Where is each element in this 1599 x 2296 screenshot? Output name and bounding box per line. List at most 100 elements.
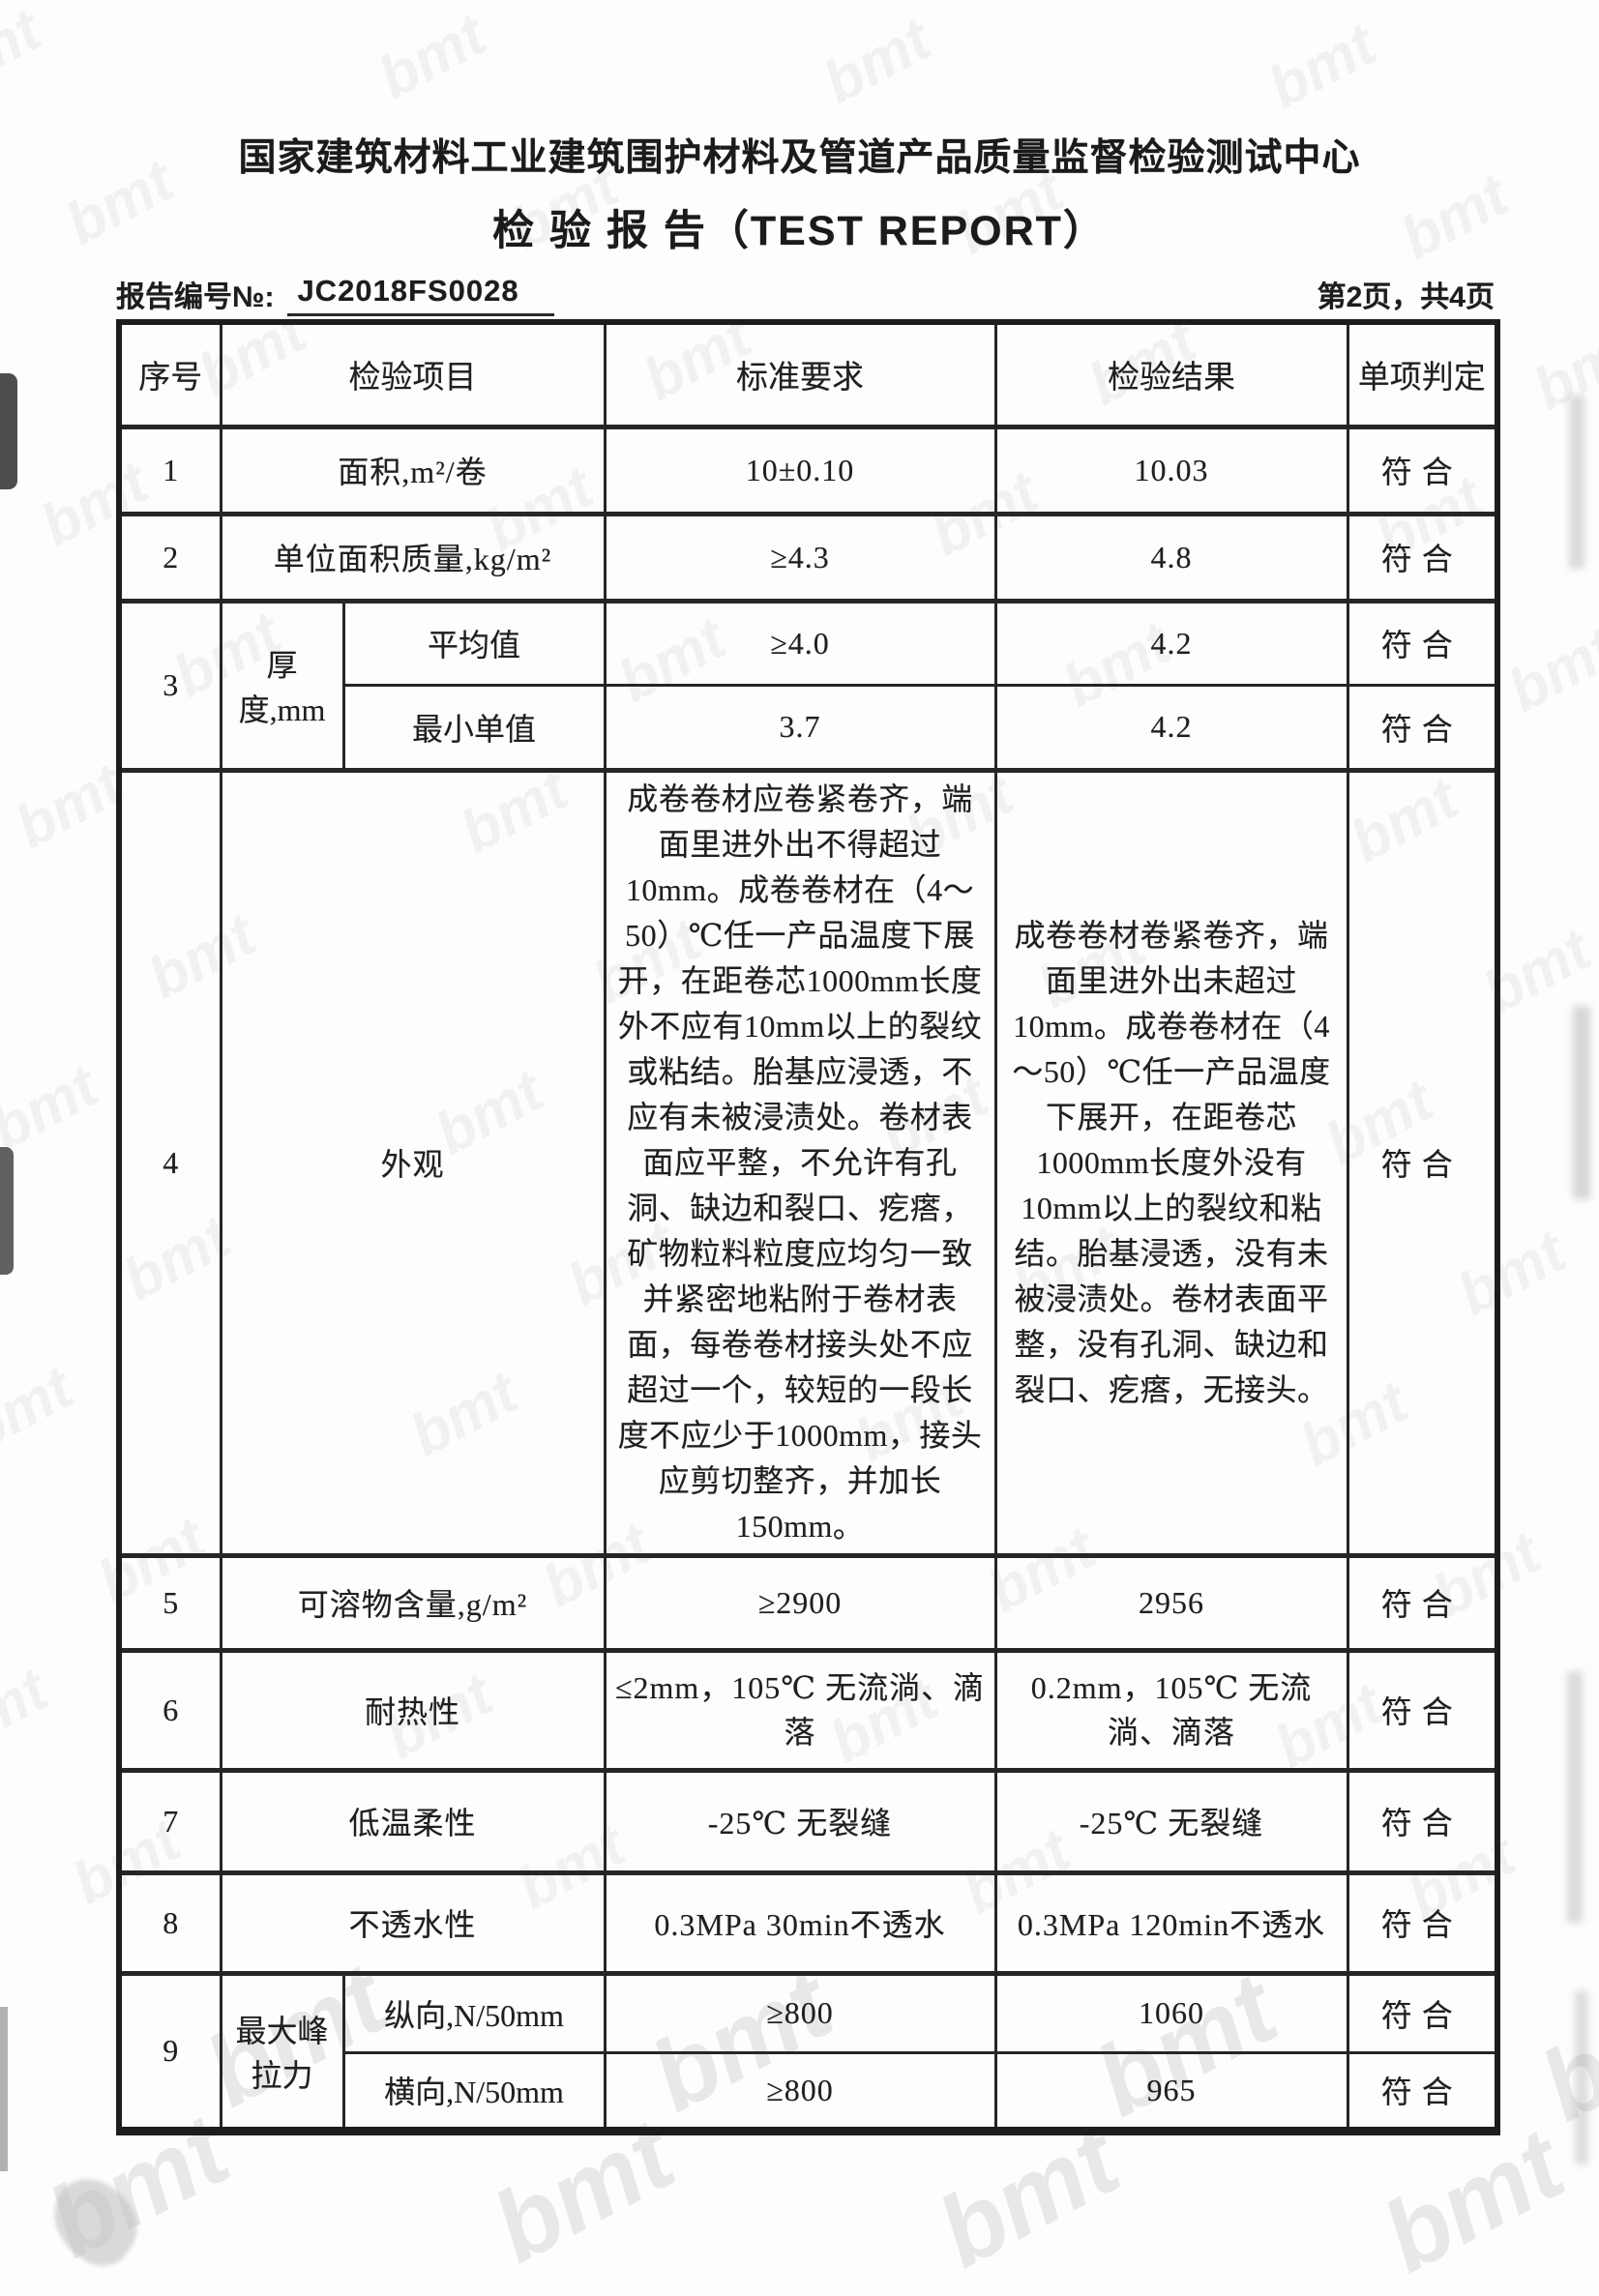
bmt-watermark: bmt (1523, 312, 1599, 424)
cell-standard: 0.3MPa 30min不透水 (603, 1870, 997, 1976)
cell-result: 4.2 (993, 599, 1349, 687)
report-meta-line: 报告编号№: JC2018FS0028 第2页，共4页 (116, 273, 1495, 316)
cell-no: 7 (117, 1768, 222, 1875)
cell-no: 6 (117, 1648, 222, 1773)
cell-item: 耐热性 (219, 1648, 607, 1773)
row-appearance: 4 外观 成卷卷材应卷紧卷齐，端面里进外出不得超过10mm。成卷卷材在（4～50… (117, 768, 1499, 1558)
cell-item: 不透水性 (219, 1870, 607, 1976)
cell-sub-item: 纵向,N/50mm (341, 1971, 607, 2054)
col-header-result: 检验结果 (993, 320, 1349, 429)
scan-artifact (0, 373, 17, 489)
cell-no: 1 (117, 425, 222, 516)
cell-result: 2956 (993, 1553, 1349, 1653)
bmt-watermark: bmt (0, 0, 52, 107)
col-header-no: 序号 (117, 320, 222, 429)
cell-result: 10.03 (993, 425, 1349, 516)
cell-standard: ≤2mm，105℃ 无流淌、滴落 (603, 1648, 997, 1773)
cell-standard: ≥2900 (603, 1553, 997, 1653)
cell-no: 5 (117, 1553, 222, 1653)
cell-verdict: 符合 (1346, 768, 1499, 1558)
cell-result: 965 (993, 2050, 1349, 2133)
scan-artifact (1569, 395, 1584, 569)
report-number-value: JC2018FS0028 (287, 273, 554, 316)
cell-item: 可溶物含量,g/m² (219, 1553, 607, 1653)
cell-verdict: 符合 (1346, 1553, 1499, 1653)
row-thickness-min: 最小单值 3.7 4.2 符合 (119, 683, 1499, 773)
report-number-group: 报告编号№: JC2018FS0028 (116, 273, 554, 316)
cell-sub-item: 最小单值 (341, 683, 607, 773)
row-heat-resistance: 6 耐热性 ≤2mm，105℃ 无流淌、滴落 0.2mm，105℃ 无流淌、滴落… (117, 1648, 1499, 1773)
cell-standard: 成卷卷材应卷紧卷齐，端面里进外出不得超过10mm。成卷卷材在（4～50）℃任一产… (603, 768, 997, 1558)
cell-item: 面积,m²/卷 (219, 425, 607, 516)
cell-no: 4 (117, 768, 222, 1558)
col-header-standard: 标准要求 (603, 320, 997, 429)
cell-item: 厚度,mm (219, 599, 345, 773)
cell-result: 1060 (993, 1971, 1349, 2054)
bmt-watermark: bmt (813, 6, 942, 117)
cell-verdict: 符合 (1346, 1971, 1499, 2054)
scan-artifact (36, 2164, 154, 2279)
table-header-row: 序号 检验项目 标准要求 检验结果 单项判定 (117, 320, 1499, 429)
bmt-watermark: bmt (5, 751, 134, 862)
bmt-watermark: bmt (1258, 11, 1387, 122)
cell-verdict: 符合 (1346, 425, 1499, 516)
bmt-watermark: bmt (1523, 1957, 1599, 2144)
cell-verdict: 符合 (1346, 683, 1499, 773)
row-impermeability: 8 不透水性 0.3MPa 30min不透水 0.3MPa 120min不透水 … (117, 1870, 1499, 1976)
cell-item: 单位面积质量,kg/m² (219, 512, 607, 603)
scan-artifact (0, 1147, 14, 1275)
col-header-verdict: 单项判定 (1346, 320, 1499, 429)
page-subtitle: 检 验 报 告（TEST REPORT） (492, 208, 1107, 254)
page-title: 国家建筑材料工业建筑围护材料及管道产品质量监督检验测试中心 (238, 137, 1361, 179)
row-peak-tensile-longitudinal: 9 最大峰 拉力 纵向,N/50mm ≥800 1060 符合 (117, 1971, 1499, 2133)
cell-result: -25℃ 无裂缝 (993, 1768, 1349, 1875)
cell-sub-item: 平均值 (341, 599, 607, 687)
cell-result: 成卷卷材卷紧卷齐，端面里进外出未超过10mm。成卷卷材在（4～50）℃任一产品温… (993, 768, 1349, 1558)
cell-standard: ≥800 (603, 1971, 997, 2054)
cell-result: 4.2 (993, 683, 1349, 773)
cell-item: 外观 (219, 768, 607, 1558)
cell-no: 2 (117, 512, 222, 603)
cell-verdict: 符合 (1346, 1870, 1499, 1976)
cell-standard: ≥4.3 (603, 512, 997, 603)
cell-no: 3 (117, 599, 222, 773)
row-area: 1 面积,m²/卷 10±0.10 10.03 符合 (117, 425, 1499, 516)
cell-verdict: 符合 (1346, 512, 1499, 603)
bmt-watermark: bmt (368, 1, 497, 112)
cell-item: 低温柔性 (219, 1768, 607, 1875)
cell-item: 最大峰 拉力 (219, 1971, 345, 2133)
cell-standard: 10±0.10 (603, 425, 997, 516)
cell-standard: ≥800 (603, 2050, 997, 2133)
cell-no: 8 (117, 1870, 222, 1976)
bmt-watermark: bmt (0, 1052, 109, 1163)
page-indicator: 第2页，共4页 (1317, 281, 1495, 314)
scan-artifact (1575, 1990, 1588, 2164)
col-header-item: 检验项目 (219, 320, 607, 429)
row-peak-tensile-transverse: 横向,N/50mm ≥800 965 符合 (119, 2050, 1499, 2133)
bmt-watermark: bmt (0, 1656, 59, 1767)
cell-result: 4.8 (993, 512, 1349, 603)
bmt-watermark: bmt (0, 1354, 84, 1465)
row-mass-per-area: 2 单位面积质量,kg/m² ≥4.3 4.8 符合 (117, 512, 1499, 603)
scan-artifact (1573, 1006, 1590, 1199)
cell-result: 0.2mm，105℃ 无流淌、滴落 (993, 1648, 1349, 1773)
cell-sub-item: 横向,N/50mm (341, 2050, 607, 2133)
cell-result: 0.3MPa 120min不透水 (993, 1870, 1349, 1976)
scan-artifact (1567, 1671, 1583, 1923)
bmt-watermark: bmt (1497, 614, 1599, 725)
row-low-temp-flexibility: 7 低温柔性 -25℃ 无裂缝 -25℃ 无裂缝 符合 (117, 1768, 1499, 1875)
report-number-label: 报告编号№: (116, 281, 275, 314)
cell-standard: ≥4.0 (603, 599, 997, 687)
cell-verdict: 符合 (1346, 2050, 1499, 2133)
row-soluble-content: 5 可溶物含量,g/m² ≥2900 2956 符合 (117, 1553, 1499, 1653)
cell-verdict: 符合 (1346, 1768, 1499, 1875)
cell-verdict: 符合 (1346, 599, 1499, 687)
cell-no: 9 (117, 1971, 222, 2133)
test-report-table: 序号 检验项目 标准要求 检验结果 单项判定 1 面积,m²/卷 10±0.10… (116, 319, 1500, 2135)
bmt-watermark: bmt (1365, 2108, 1582, 2295)
row-thickness-avg: 3 厚度,mm 平均值 ≥4.0 4.2 符合 (117, 599, 1499, 773)
scan-artifact (0, 2007, 8, 2171)
cell-standard: 3.7 (603, 683, 997, 773)
cell-verdict: 符合 (1346, 1648, 1499, 1773)
